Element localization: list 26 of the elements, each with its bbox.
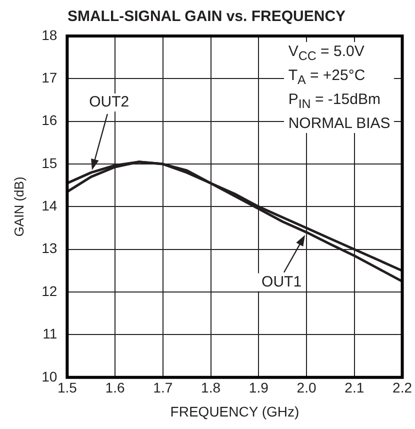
legend-label: OUT1: [262, 273, 302, 290]
annotation: P$_{IN}$ = -15dBm: [288, 90, 382, 113]
y-tick-label: 10: [42, 368, 58, 384]
y-tick-label: 11: [42, 326, 58, 342]
annotation: T$_{A}$ = +25°C: [288, 66, 366, 89]
y-axis-title: GAIN (dB): [11, 176, 26, 237]
x-tick-label: 1.6: [105, 380, 125, 396]
chart-title: SMALL-SIGNAL GAIN vs. FREQUENCY: [67, 8, 346, 26]
annotation: NORMAL BIAS: [288, 114, 390, 133]
x-tick-label: 2.0: [296, 380, 316, 396]
y-tick-label: 12: [42, 282, 58, 299]
x-tick-label: 1.9: [248, 380, 269, 396]
x-tick-label: 2.2: [392, 380, 412, 396]
text: OUT2: [89, 94, 130, 111]
x-axis-title: FREQUENCY (GHz): [170, 403, 300, 420]
y-tick-label: 16: [42, 112, 58, 128]
y-tick-label: 13: [42, 240, 58, 256]
x-tick-label: 1.7: [153, 380, 173, 396]
y-tick-label: 17: [42, 70, 58, 86]
annotation: V$_{CC}$ = 5.0V: [288, 42, 366, 65]
x-tick-label: 2.1: [344, 380, 364, 396]
y-tick-label: 14: [42, 198, 58, 214]
y-tick-label: 18: [42, 26, 58, 43]
x-tick-label: 1.5: [57, 380, 78, 396]
y-tick-label: 15: [42, 154, 58, 171]
x-tick-label: 1.8: [201, 380, 221, 396]
